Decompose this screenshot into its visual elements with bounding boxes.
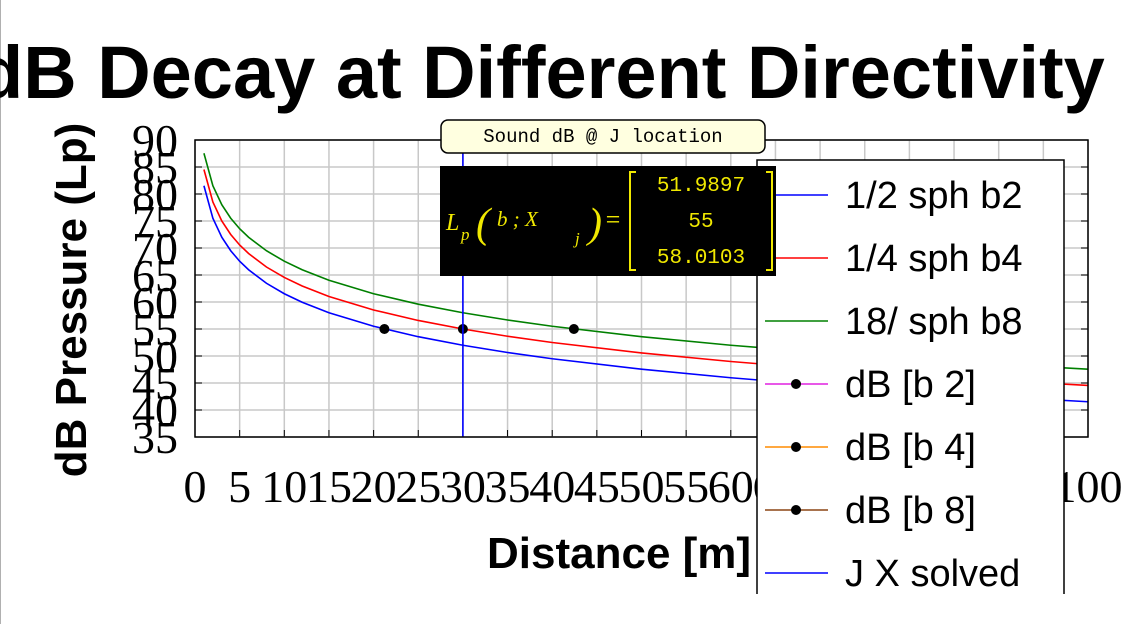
legend-label: 1/2 sph b2 xyxy=(845,175,1022,217)
x-tick-label: 25 xyxy=(395,461,441,512)
chart-title: dB Decay at Different Directivity xyxy=(0,31,1105,114)
formula-part: p xyxy=(460,225,470,244)
x-tick-label: 0 xyxy=(184,461,207,512)
legend-marker xyxy=(791,505,801,515)
formula-part: b ; X xyxy=(497,207,539,231)
formula-part: L xyxy=(445,210,459,236)
tooltip-box xyxy=(440,119,766,154)
x-tick-label: 100 xyxy=(1054,461,1123,512)
y-tick-label: 55 xyxy=(132,304,178,355)
legend-marker xyxy=(791,379,801,389)
matrix-bracket xyxy=(629,171,773,271)
x-tick-label: 30 xyxy=(440,461,486,512)
legend-label: dB [b 8] xyxy=(845,490,976,532)
y-tick-label: 40 xyxy=(132,385,178,436)
x-tick-label: 45 xyxy=(574,461,620,512)
legend-label: 18/ sph b8 xyxy=(845,301,1022,343)
y-tick-label: 75 xyxy=(132,196,178,247)
x-tick-label: 20 xyxy=(351,461,397,512)
y-axis-label: dB Pressure (Lp) xyxy=(47,123,96,478)
y-tick-label: 70 xyxy=(132,223,178,274)
x-tick-label: 5 xyxy=(228,461,251,512)
legend-label: 1/4 sph b4 xyxy=(845,238,1022,280)
formula-part: = xyxy=(604,205,622,234)
result-value: 55 xyxy=(688,211,713,234)
tooltip-label: Sound dB @ J location xyxy=(483,126,722,148)
legend-label: dB [b 4] xyxy=(845,427,976,469)
legend-box xyxy=(756,159,1065,594)
x-tick-label: 15 xyxy=(306,461,352,512)
x-tick-label: 10 xyxy=(261,461,307,512)
x-tick-label: 55 xyxy=(663,461,709,512)
data-point xyxy=(568,324,579,334)
formula-part: j xyxy=(573,229,580,248)
y-tick-label: 50 xyxy=(132,331,178,382)
x-axis-label: Distance [m] xyxy=(487,529,751,578)
x-tick-label: 60 xyxy=(708,461,754,512)
y-tick-label: 90 xyxy=(132,115,178,166)
y-tick-label: 80 xyxy=(132,169,178,220)
result-value: 51.9897 xyxy=(657,175,745,198)
formula-part: ) xyxy=(586,201,602,247)
y-tick-label: 35 xyxy=(132,412,178,463)
x-tick-label: 40 xyxy=(529,461,575,512)
y-tick-label: 65 xyxy=(132,250,178,301)
y-tick-label: 85 xyxy=(132,142,178,193)
legend-marker xyxy=(791,442,801,452)
result-box xyxy=(440,166,776,276)
x-tick-label: 35 xyxy=(485,461,531,512)
y-tick-label: 60 xyxy=(132,277,178,328)
y-tick-label: 45 xyxy=(132,358,178,409)
result-value: 58.0103 xyxy=(657,247,745,270)
data-point xyxy=(379,324,390,334)
formula-part: ( xyxy=(476,201,493,247)
legend-label: J X solved xyxy=(845,553,1020,595)
legend-label: dB [b 2] xyxy=(845,364,976,406)
x-tick-label: 50 xyxy=(619,461,665,512)
